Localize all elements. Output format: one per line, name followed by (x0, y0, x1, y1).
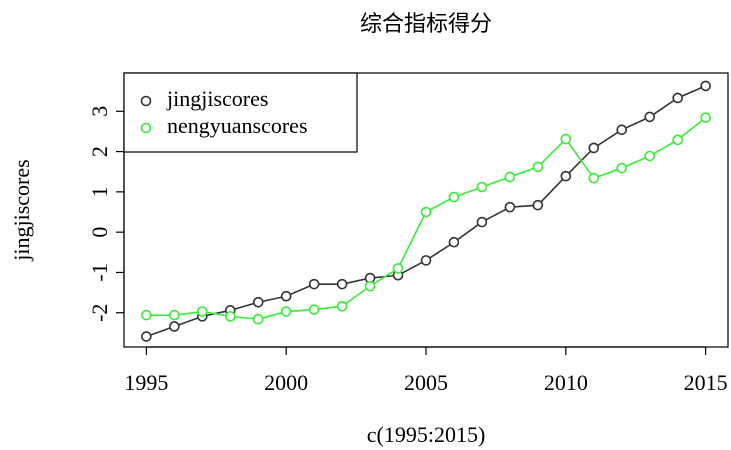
y-tick-label: 2 (87, 146, 112, 157)
data-point (616, 162, 628, 174)
y-axis-label: jingjiscores (9, 159, 34, 261)
x-tick-label: 2010 (544, 370, 588, 395)
data-point (252, 296, 264, 308)
data-point (672, 92, 683, 104)
data-point (700, 80, 711, 92)
data-point (392, 263, 404, 274)
data-point (476, 216, 488, 228)
data-point (672, 134, 683, 146)
legend-label: jingjiscores (166, 86, 268, 111)
x-tick-label: 2005 (404, 370, 448, 395)
legend-box (123, 72, 358, 153)
data-point (169, 321, 180, 332)
data-point (616, 124, 628, 136)
data-point (476, 181, 488, 193)
data-point (448, 236, 460, 248)
data-point (224, 311, 236, 322)
x-tick-label: 2015 (684, 370, 728, 395)
data-point (532, 199, 544, 211)
legend-marker (140, 95, 152, 107)
y-tick-label: -1 (87, 263, 112, 281)
data-point (141, 331, 152, 342)
y-tick-label: 1 (87, 186, 112, 197)
data-point (532, 161, 544, 173)
data-point (141, 309, 152, 321)
data-point (560, 170, 572, 182)
data-point (644, 150, 656, 162)
data-point (644, 111, 656, 123)
data-point (308, 278, 320, 290)
y-tick-label: -2 (87, 304, 112, 322)
legend-label: nengyuanscores (167, 113, 308, 138)
x-tick-label: 1995 (124, 370, 168, 395)
y-tick-label: 0 (87, 227, 112, 238)
data-point (420, 206, 432, 218)
chart-title: 综合指标得分 (360, 11, 492, 36)
data-point (560, 133, 572, 145)
data-point (364, 280, 376, 292)
data-point (336, 278, 348, 290)
data-point (280, 290, 292, 302)
data-point (504, 201, 516, 213)
data-point (588, 172, 600, 184)
x-axis-label: c(1995:2015) (367, 422, 486, 447)
x-tick-label: 2000 (264, 370, 308, 395)
data-point (588, 142, 600, 154)
data-point (420, 255, 432, 266)
data-point (169, 309, 180, 321)
data-point (504, 171, 516, 183)
legend-marker (140, 122, 152, 134)
y-tick-label: 3 (87, 106, 112, 117)
data-point (448, 191, 460, 203)
data-point (308, 304, 320, 315)
data-point (252, 313, 264, 325)
data-point (280, 306, 292, 317)
data-point (700, 112, 711, 124)
data-point (196, 306, 208, 317)
data-point (336, 301, 348, 312)
